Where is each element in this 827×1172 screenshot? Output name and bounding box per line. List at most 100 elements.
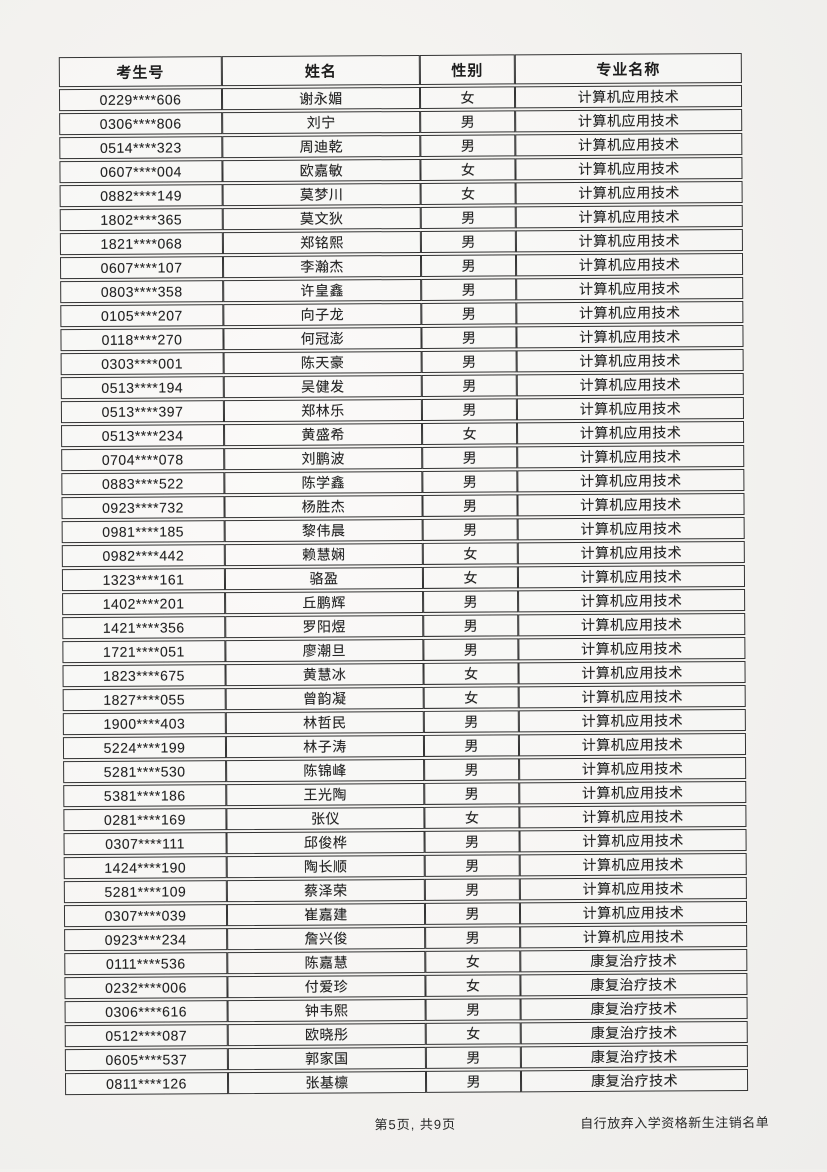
column-header-candidate-no: 考生号 <box>58 56 222 88</box>
column-header-major: 专业名称 <box>514 52 742 85</box>
cell-name: 何冠澎 <box>223 326 422 351</box>
cell-gender: 男 <box>422 494 518 517</box>
table-row: 0607****107 李瀚杰 男 计算机应用技术 <box>59 252 744 280</box>
cell-name: 郭家国 <box>227 1046 426 1071</box>
cell-name: 王光陶 <box>226 782 425 807</box>
cell-name: 赖慧娴 <box>224 542 423 567</box>
table-row: 0513****397 郑林乐 男 计算机应用技术 <box>60 396 744 424</box>
cell-major: 计算机应用技术 <box>515 108 743 133</box>
table-row: 1900****403 林哲民 男 计算机应用技术 <box>62 708 746 736</box>
cell-major: 计算机应用技术 <box>519 780 747 805</box>
cell-candidate-no: 1323****161 <box>61 568 226 592</box>
cell-gender: 男 <box>424 902 521 925</box>
cell-gender: 男 <box>421 374 517 397</box>
cell-candidate-no: 1802****365 <box>59 208 223 232</box>
cell-gender: 男 <box>420 134 516 157</box>
cell-candidate-no: 5224****199 <box>62 736 227 760</box>
cell-candidate-no: 1424****190 <box>63 856 227 880</box>
cell-gender: 男 <box>422 518 518 541</box>
cell-major: 计算机应用技术 <box>515 156 743 181</box>
cell-name: 丘鹏辉 <box>225 590 424 615</box>
cell-name: 骆盈 <box>224 566 424 591</box>
table-row: 0513****234 黄盛希 女 计算机应用技术 <box>61 420 745 448</box>
column-header-name: 姓名 <box>221 54 420 87</box>
cell-candidate-no: 0232****006 <box>64 976 228 1000</box>
cell-gender: 男 <box>424 854 520 877</box>
cell-gender: 女 <box>419 86 516 109</box>
table-row: 1424****190 陶长顺 男 计算机应用技术 <box>63 852 747 880</box>
cell-major: 计算机应用技术 <box>519 756 747 781</box>
table-row: 1323****161 骆盈 女 计算机应用技术 <box>61 564 746 592</box>
cell-major: 康复治疗技术 <box>520 1020 748 1045</box>
cell-major: 计算机应用技术 <box>517 492 745 517</box>
cell-name: 郑林乐 <box>223 398 423 423</box>
cell-candidate-no: 0307****039 <box>63 904 228 928</box>
table-row: 0512****087 欧晓彤 女 康复治疗技术 <box>64 1020 748 1048</box>
cell-major: 计算机应用技术 <box>515 180 743 205</box>
table-row: 5224****199 林子涛 男 计算机应用技术 <box>62 732 747 760</box>
cell-name: 陈嘉慧 <box>227 950 426 975</box>
table-row: 0307****039 崔嘉建 男 计算机应用技术 <box>63 900 748 928</box>
cell-candidate-no: 0105****207 <box>60 304 224 328</box>
cell-candidate-no: 0704****078 <box>61 448 225 472</box>
cell-major: 计算机应用技术 <box>518 684 746 709</box>
cell-candidate-no: 0118****270 <box>60 328 224 352</box>
cell-name: 蔡泽荣 <box>226 878 425 903</box>
table-row: 1721****051 廖潮旦 男 计算机应用技术 <box>62 636 746 664</box>
cell-gender: 女 <box>420 182 516 205</box>
cell-name: 黄盛希 <box>224 422 423 447</box>
cell-gender: 男 <box>422 470 518 493</box>
cell-major: 康复治疗技术 <box>520 948 748 973</box>
cell-major: 计算机应用技术 <box>518 636 746 661</box>
cell-gender: 女 <box>420 158 516 181</box>
cell-candidate-no: 0281****169 <box>63 808 227 832</box>
cell-candidate-no: 0307****111 <box>63 832 227 856</box>
cell-gender: 女 <box>422 422 518 445</box>
cell-major: 计算机应用技术 <box>515 252 744 277</box>
cell-name: 刘鹏波 <box>224 446 423 471</box>
cell-major: 计算机应用技术 <box>520 924 748 949</box>
cell-candidate-no: 0981****185 <box>61 520 225 544</box>
table-row: 1402****201 丘鹏辉 男 计算机应用技术 <box>62 588 746 616</box>
cell-name: 黎伟晨 <box>224 518 423 543</box>
cell-candidate-no: 1900****403 <box>62 712 226 736</box>
table-row: 0281****169 张仪 女 计算机应用技术 <box>63 804 747 832</box>
table-row: 0303****001 陈天豪 男 计算机应用技术 <box>60 348 744 376</box>
table-row: 0605****537 郭家国 男 康复治疗技术 <box>64 1044 748 1072</box>
cell-name: 张仪 <box>226 806 425 831</box>
cell-name: 谢永媚 <box>221 86 421 111</box>
table-row: 1827****055 曾韵凝 女 计算机应用技术 <box>62 684 746 712</box>
table-row: 0118****270 何冠澎 男 计算机应用技术 <box>60 324 744 352</box>
cell-gender: 男 <box>424 878 520 901</box>
cell-name: 林哲民 <box>225 710 424 735</box>
table-row: 0811****126 张基檩 男 康复治疗技术 <box>64 1068 749 1096</box>
cell-candidate-no: 0803****358 <box>60 280 224 304</box>
cell-candidate-no: 5281****530 <box>63 760 227 784</box>
cell-gender: 男 <box>423 710 519 733</box>
cell-name: 刘宁 <box>222 110 421 135</box>
cell-name: 罗阳煜 <box>225 614 424 639</box>
cell-candidate-no: 5281****109 <box>63 880 227 904</box>
table-row: 1823****675 黄慧冰 女 计算机应用技术 <box>62 660 746 688</box>
cell-gender: 男 <box>421 302 517 325</box>
cell-gender: 男 <box>423 614 519 637</box>
cell-gender: 男 <box>425 1070 522 1093</box>
cell-candidate-no: 0229****606 <box>58 88 223 112</box>
cell-gender: 女 <box>425 1022 521 1045</box>
cell-major: 计算机应用技术 <box>518 588 746 613</box>
cell-name: 黄慧冰 <box>225 662 424 687</box>
cell-gender: 女 <box>422 566 519 589</box>
page-footer: 第5页, 共9页 自行放弃入学资格新生注销名单 <box>65 1112 769 1136</box>
table-row: 0306****806 刘宁 男 计算机应用技术 <box>59 108 743 136</box>
cell-name: 欧嘉敏 <box>222 158 421 183</box>
cell-major: 计算机应用技术 <box>516 300 744 325</box>
cell-name: 陈天豪 <box>223 350 422 375</box>
cell-candidate-no: 1821****068 <box>59 232 223 256</box>
cell-candidate-no: 0883****522 <box>61 472 225 496</box>
cell-candidate-no: 1827****055 <box>62 688 226 712</box>
cell-major: 计算机应用技术 <box>514 84 743 109</box>
cell-gender: 女 <box>423 662 519 685</box>
cell-major: 计算机应用技术 <box>519 900 748 925</box>
cell-name: 吴健发 <box>223 374 422 399</box>
